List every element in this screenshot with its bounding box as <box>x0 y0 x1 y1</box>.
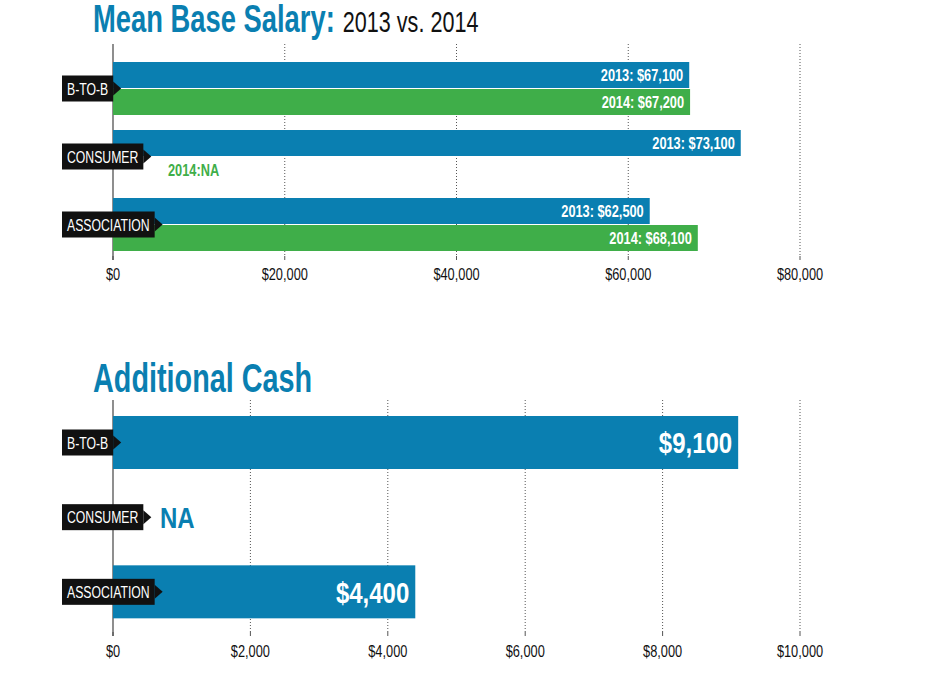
tick-mark <box>662 632 663 636</box>
tick-mark <box>800 256 801 260</box>
category-label: CONSUMER <box>67 148 138 166</box>
tag-arrow <box>143 150 151 164</box>
category-label: B-TO-B <box>67 434 108 452</box>
tag-box <box>62 76 113 102</box>
bars <box>113 416 738 618</box>
tick-label: $4,000 <box>368 643 407 661</box>
tag-box <box>62 430 113 456</box>
data-label: 2014: $68,100 <box>609 229 691 247</box>
tick-mark <box>800 632 801 636</box>
data-label: 2013: $67,100 <box>601 66 683 84</box>
chart-title: Mean Base Salary: <box>93 0 335 40</box>
tag-arrow <box>113 436 121 450</box>
tick-label: $8,000 <box>643 643 682 661</box>
data-label: NA <box>160 500 195 534</box>
chart-subtitle: 2013 vs. 2014 <box>343 4 479 38</box>
tag-arrow <box>143 510 151 524</box>
bar <box>113 130 741 156</box>
grid <box>113 44 800 260</box>
tick-label: $40,000 <box>433 266 479 284</box>
category-labels: B-TO-B CONSUMER ASSOCIATION <box>62 76 163 238</box>
tag-box <box>62 504 143 530</box>
data-label: 2013: $62,500 <box>561 202 643 220</box>
data-label: 2014: $67,200 <box>602 93 684 111</box>
category-label: ASSOCIATION <box>67 216 150 234</box>
tick-label: $6,000 <box>506 643 545 661</box>
tick-mark <box>250 632 251 636</box>
data-labels: $9,100 NA $4,400 <box>160 426 732 610</box>
category-label: CONSUMER <box>67 508 138 526</box>
chart: Mean Base Salary:2013 vs. 2014 $0 $20,000 $… <box>62 0 823 283</box>
data-label: 2014:NA <box>168 161 220 179</box>
bars <box>113 62 741 251</box>
tick-label: $10,000 <box>777 643 823 661</box>
tick-mark <box>284 256 285 260</box>
bar <box>113 89 690 115</box>
tag-arrow <box>155 585 163 599</box>
tag-box <box>62 212 155 238</box>
tag-box <box>62 144 143 170</box>
data-label: $4,400 <box>336 575 409 609</box>
category-tag: ASSOCIATION <box>62 212 163 238</box>
tick-label: $60,000 <box>605 266 651 284</box>
chart: Additional Cash $0 $2,000 $4,000 $6,000 $8,00… <box>62 355 823 660</box>
tag-arrow <box>113 82 121 96</box>
data-labels: 2013: $67,100 2014: $67,200 2013: $73,100 2… <box>168 66 735 247</box>
data-label: 2013: $73,100 <box>652 134 734 152</box>
chart-title: Additional Cash <box>93 355 312 400</box>
grid-line <box>800 400 801 632</box>
tick-mark <box>525 632 526 636</box>
bar <box>113 416 738 469</box>
bar <box>113 62 689 88</box>
tick-label: $0 <box>106 643 120 661</box>
data-label: $9,100 <box>659 426 732 460</box>
bar <box>113 198 650 224</box>
chart-canvas: Mean Base Salary:2013 vs. 2014 $0 $20,000 $… <box>0 0 940 700</box>
bar <box>113 225 698 251</box>
tag-arrow <box>155 218 163 232</box>
category-label: ASSOCIATION <box>67 583 150 601</box>
grid <box>113 400 800 636</box>
tick-mark <box>456 256 457 260</box>
category-tag: B-TO-B <box>62 76 121 102</box>
tick-label: $80,000 <box>777 266 823 284</box>
category-tag: B-TO-B <box>62 430 121 456</box>
grid-line <box>800 44 801 256</box>
category-tag: ASSOCIATION <box>62 579 163 605</box>
category-labels: B-TO-B CONSUMER ASSOCIATION <box>62 430 163 605</box>
bar <box>113 565 415 618</box>
tick-label: $20,000 <box>262 266 308 284</box>
category-tag: CONSUMER <box>62 504 151 530</box>
category-label: B-TO-B <box>67 80 108 98</box>
tick-mark <box>387 632 388 636</box>
tag-box <box>62 579 155 605</box>
tick-mark <box>628 256 629 260</box>
tick-label: $0 <box>106 266 120 284</box>
category-tag: CONSUMER <box>62 144 151 170</box>
tick-label: $2,000 <box>231 643 270 661</box>
